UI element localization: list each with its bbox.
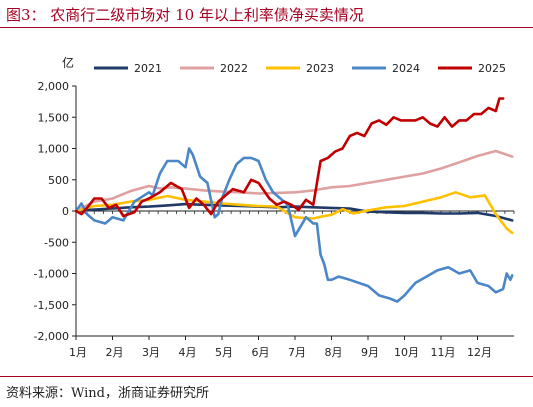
x-tick-label: 6月 [252, 346, 270, 359]
series-line-2022 [74, 149, 514, 213]
x-tick-label: 5月 [215, 346, 233, 359]
series-line-2024 [74, 147, 514, 303]
series-group [74, 97, 514, 303]
source-note: 资料来源：Wind，浙商证券研究所 [6, 386, 209, 401]
y-tick-label: -1,000 [34, 268, 69, 281]
y-tick-label: 0 [62, 205, 69, 218]
x-tick-label: 12月 [467, 346, 492, 359]
x-tick-label: 7月 [288, 346, 306, 359]
x-tick-label: 4月 [179, 346, 197, 359]
x-tick-label: 9月 [361, 346, 379, 359]
legend-label-2022: 2022 [220, 62, 248, 75]
x-tick-label: 10月 [394, 346, 419, 359]
y-tick-label: -500 [44, 236, 69, 249]
x-tick-label: 3月 [142, 346, 160, 359]
legend-label-2021: 2021 [134, 62, 162, 75]
line-chart: 亿 2,000 1,500 1,000 500 0 -500 -1,000 -1,500 -2,0… [34, 55, 515, 359]
legend-label-2023: 2023 [306, 62, 334, 75]
y-tick-label: 1,000 [38, 143, 70, 156]
series-line-2025 [74, 97, 505, 218]
y-tick-label: 500 [48, 174, 69, 187]
x-tick-label: 1月 [69, 346, 87, 359]
source-rule [0, 376, 533, 377]
legend-label-2024: 2024 [392, 62, 420, 75]
title-rule [0, 27, 533, 28]
y-tick-label: 2,000 [38, 80, 70, 93]
legend: 2021 2022 2023 2024 2025 [94, 62, 506, 75]
x-tick-label: 11月 [431, 346, 456, 359]
figure-title: 图3： 农商行二级市场对 10 年以上利率债净买卖情况 [6, 6, 364, 24]
y-tick-label: -1,500 [34, 299, 69, 312]
y-unit-label: 亿 [62, 55, 74, 70]
legend-label-2025: 2025 [478, 62, 506, 75]
x-tick-label: 2月 [106, 346, 124, 359]
x-tick-label: 8月 [325, 346, 343, 359]
y-tick-label: -2,000 [34, 330, 69, 343]
series-line-2023 [74, 191, 514, 235]
axes: 亿 2,000 1,500 1,000 500 0 -500 -1,000 -1,500 -2,0… [34, 55, 515, 359]
y-tick-label: 1,500 [38, 111, 70, 124]
